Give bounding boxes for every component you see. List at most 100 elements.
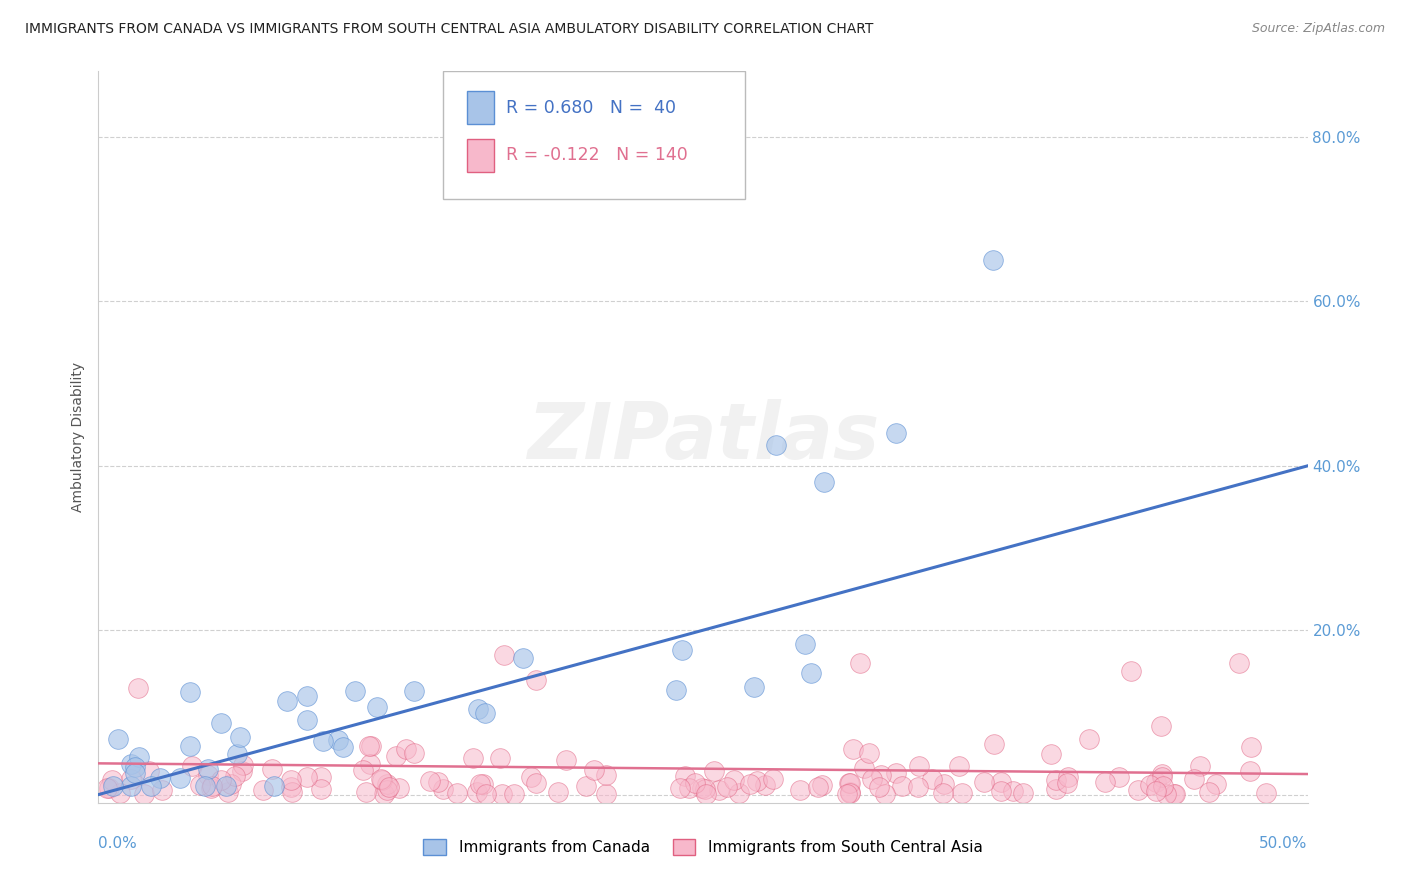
Point (575, 780, 598, 794)
Point (120, 757, 142, 772)
Point (1077, 732, 1099, 747)
Point (716, 780, 738, 794)
Point (1094, 775, 1116, 789)
Point (1040, 747, 1063, 761)
Point (371, 773, 394, 788)
Point (849, 656, 872, 670)
Point (209, 715, 232, 730)
Point (217, 785, 239, 799)
Point (948, 759, 970, 773)
Point (738, 777, 761, 791)
Point (252, 783, 274, 797)
Point (1163, 788, 1185, 802)
Text: 50.0%: 50.0% (1260, 836, 1308, 851)
Point (838, 776, 860, 790)
Point (695, 787, 717, 801)
Point (419, 774, 441, 789)
Point (224, 769, 246, 783)
Point (838, 786, 860, 800)
Point (110, 786, 132, 800)
Point (357, 739, 380, 753)
Point (690, 780, 713, 795)
Point (678, 780, 700, 795)
Point (276, 694, 298, 708)
Point (465, 785, 488, 799)
Point (446, 786, 468, 800)
Point (870, 768, 893, 782)
Point (96, 780, 118, 795)
Point (838, 785, 860, 799)
Point (839, 776, 862, 790)
Point (950, 786, 973, 800)
Point (1198, 785, 1220, 799)
Point (232, 757, 254, 772)
Point (693, 782, 716, 797)
Point (723, 772, 745, 787)
Point (107, 732, 129, 747)
Point (595, 767, 617, 781)
Point (150, 782, 173, 797)
Point (262, 762, 284, 776)
Point (326, 733, 349, 747)
Point (120, 772, 142, 787)
Point (149, 771, 172, 785)
Point (201, 779, 224, 793)
Text: ZIPatlas: ZIPatlas (527, 399, 879, 475)
Point (908, 759, 931, 773)
Point (807, 780, 830, 794)
Point (547, 785, 569, 799)
Point (1056, 775, 1078, 789)
Point (554, 753, 576, 767)
Point (134, 787, 156, 801)
Point (983, 737, 1005, 751)
Point (344, 684, 367, 698)
Point (139, 780, 162, 794)
Point (474, 706, 496, 721)
Point (512, 651, 534, 665)
Text: 0.0%: 0.0% (98, 836, 138, 851)
Point (375, 783, 398, 797)
Point (353, 763, 375, 777)
Point (837, 787, 859, 801)
Point (1256, 786, 1278, 800)
Point (295, 770, 318, 784)
Point (209, 772, 232, 787)
Point (395, 741, 418, 756)
Point (744, 680, 766, 694)
Point (973, 774, 995, 789)
Point (1205, 777, 1227, 791)
Point (852, 761, 875, 775)
Point (754, 778, 776, 792)
Point (354, 785, 377, 799)
Point (263, 780, 285, 794)
Point (875, 787, 897, 801)
Point (472, 777, 495, 791)
Point (765, 438, 787, 452)
Point (179, 739, 201, 753)
Point (219, 777, 242, 791)
Point (295, 690, 318, 704)
Point (1239, 764, 1261, 778)
Point (426, 774, 449, 789)
Point (215, 779, 238, 793)
Point (668, 780, 690, 795)
Point (583, 763, 606, 777)
Point (231, 764, 253, 779)
Point (1189, 759, 1212, 773)
Point (127, 681, 149, 695)
Point (990, 784, 1012, 798)
Point (1144, 775, 1167, 789)
Point (1164, 787, 1187, 801)
Point (1154, 788, 1177, 802)
Point (98, 780, 121, 795)
Point (404, 746, 426, 760)
Point (1057, 770, 1080, 784)
Point (461, 751, 484, 765)
Point (886, 425, 908, 440)
Point (188, 778, 211, 792)
Point (842, 742, 865, 756)
Point (138, 764, 160, 778)
Point (370, 772, 392, 787)
Point (359, 756, 381, 771)
Y-axis label: Ambulatory Disability: Ambulatory Disability (72, 362, 86, 512)
